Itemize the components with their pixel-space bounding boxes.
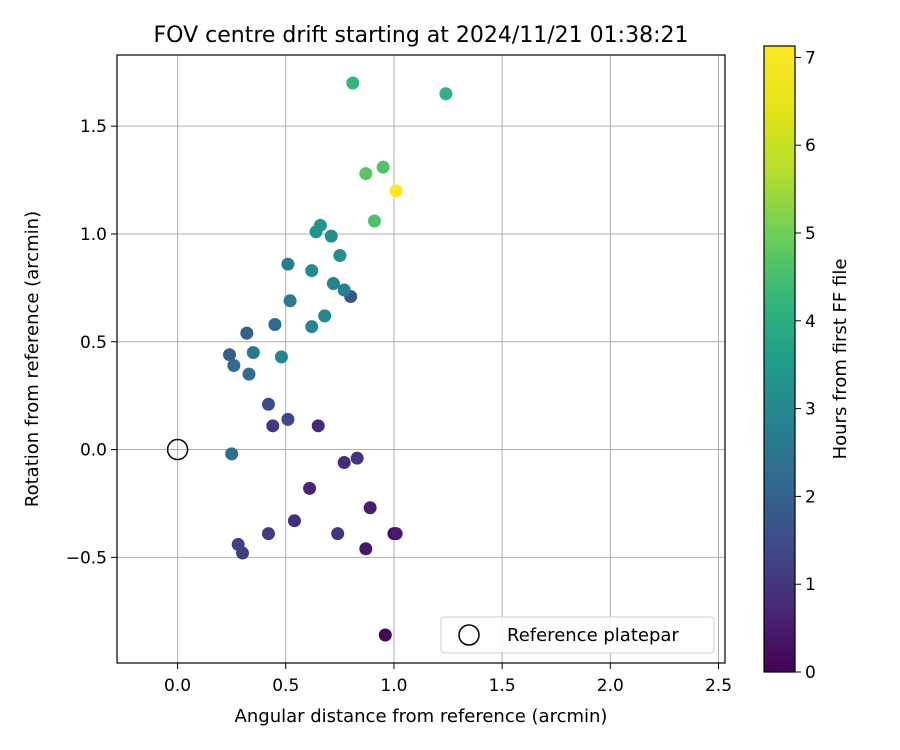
data-point xyxy=(242,367,256,381)
data-point xyxy=(303,481,317,495)
data-point xyxy=(331,527,345,541)
colorbar-tick-label: 7 xyxy=(805,48,816,68)
x-axis-label: Angular distance from reference (arcmin) xyxy=(235,706,608,727)
data-point xyxy=(246,346,260,360)
colorbar-tick-label: 4 xyxy=(805,312,816,332)
data-point xyxy=(281,257,295,271)
data-point xyxy=(378,628,392,642)
data-point xyxy=(389,527,403,541)
x-tick-label: 0.0 xyxy=(164,676,191,696)
data-point xyxy=(376,160,390,174)
colorbar: 0 1 2 3 4 5 6 7 Hours from first FF file xyxy=(763,45,851,683)
y-tick-label: 1.5 xyxy=(80,117,107,137)
data-point xyxy=(346,76,360,90)
data-point xyxy=(287,514,301,528)
data-point xyxy=(268,318,282,332)
y-tick-label: 0.5 xyxy=(80,333,107,353)
reference-marker-layer xyxy=(166,438,189,461)
x-axis-ticks: 0.0 0.5 1.0 1.5 2.0 2.5 xyxy=(164,663,732,696)
data-point xyxy=(261,527,275,541)
data-point xyxy=(227,358,241,372)
data-point xyxy=(337,455,351,469)
data-point xyxy=(261,397,275,411)
scatter-points xyxy=(223,76,453,642)
data-point xyxy=(313,218,327,232)
y-axis-label: Rotation from reference (arcmin) xyxy=(22,211,43,507)
data-point xyxy=(439,87,453,101)
data-point xyxy=(324,229,338,243)
colorbar-tick-label: 3 xyxy=(805,400,816,420)
data-point xyxy=(231,537,245,551)
reference-platepar-marker xyxy=(166,438,189,461)
x-tick-label: 0.5 xyxy=(272,676,299,696)
data-point xyxy=(318,309,332,323)
data-point xyxy=(367,214,381,228)
colorbar-tick-label: 1 xyxy=(805,575,816,595)
colorbar-gradient xyxy=(764,46,795,672)
legend-box xyxy=(440,616,715,654)
legend-marker-reference xyxy=(458,624,480,646)
plot-background xyxy=(117,55,725,663)
data-point xyxy=(363,501,377,515)
y-tick-label: 1.0 xyxy=(80,225,107,245)
legend: Reference platepar xyxy=(440,616,715,654)
data-point xyxy=(359,167,373,181)
colorbar-tick-label: 5 xyxy=(805,224,816,244)
grid xyxy=(117,55,725,663)
y-axis-ticks: −0.5 0.0 0.5 1.0 1.5 xyxy=(66,117,117,568)
colorbar-tick-label: 6 xyxy=(805,136,816,156)
x-tick-label: 1.0 xyxy=(380,676,407,696)
data-point xyxy=(326,277,340,291)
data-point xyxy=(281,412,295,426)
data-point xyxy=(305,320,319,334)
colorbar-label: Hours from first FF file xyxy=(830,259,851,460)
data-point xyxy=(223,348,237,362)
data-point xyxy=(311,419,325,433)
data-point xyxy=(283,294,297,308)
legend-label-reference: Reference platepar xyxy=(507,625,679,646)
data-point xyxy=(350,451,364,465)
y-tick-label: 0.0 xyxy=(80,441,107,461)
chart-title: FOV centre drift starting at 2024/11/21 … xyxy=(154,23,689,48)
colorbar-ticks: 0 1 2 3 4 5 6 7 xyxy=(795,48,816,683)
x-tick-label: 2.0 xyxy=(597,676,624,696)
colorbar-tick-label: 0 xyxy=(805,663,816,683)
x-tick-label: 1.5 xyxy=(489,676,516,696)
y-tick-label: −0.5 xyxy=(66,548,107,568)
data-point xyxy=(305,264,319,278)
colorbar-tick-label: 2 xyxy=(805,487,816,507)
data-point xyxy=(225,447,239,461)
data-point xyxy=(266,419,280,433)
data-point xyxy=(333,249,347,263)
data-point xyxy=(389,184,403,198)
data-point xyxy=(274,350,288,364)
colorbar-frame xyxy=(763,45,796,673)
plot-area: 0.0 0.5 1.0 1.5 2.0 2.5 −0.5 0.0 0.5 1.0 1.5 xyxy=(66,54,732,696)
plot-frame xyxy=(116,54,726,664)
x-tick-label: 2.5 xyxy=(705,676,732,696)
data-point xyxy=(359,542,373,556)
data-point xyxy=(337,283,351,297)
data-point xyxy=(240,326,254,340)
